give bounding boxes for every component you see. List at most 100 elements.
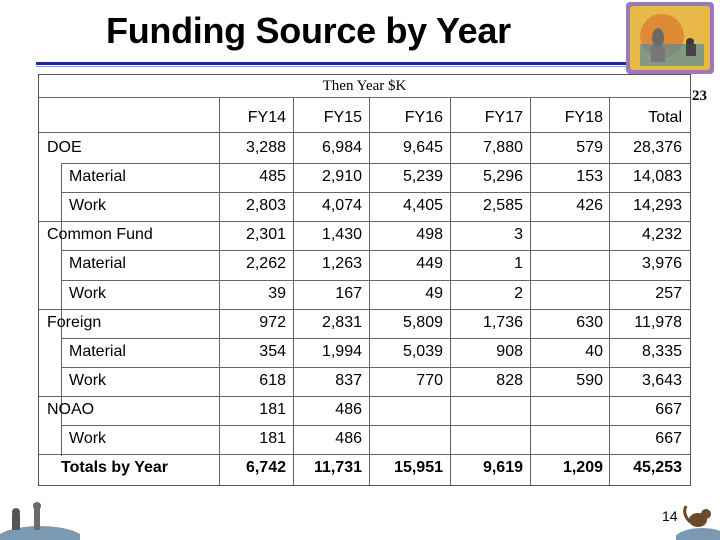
total-cell: 45,253 [633, 459, 682, 477]
table-cell: 2,910 [321, 168, 362, 186]
corner-decoration-right [676, 505, 720, 540]
sub-row-label: Material [69, 255, 126, 273]
row-label: Common Fund [47, 226, 153, 244]
total-cell: 1,209 [562, 459, 603, 477]
energy-logo-image [626, 2, 714, 74]
table-cell: 6,984 [321, 139, 362, 156]
row-rule [39, 221, 690, 223]
table-cell: 498 [416, 226, 443, 244]
table-cell: 5,039 [402, 342, 443, 360]
row-rule [61, 279, 690, 281]
table-cell: 354 [259, 342, 286, 360]
column-divider [219, 97, 220, 485]
table-cell: 2,803 [245, 197, 286, 215]
column-divider [369, 97, 370, 485]
table-cell: 667 [655, 430, 682, 447]
table-cell: 3,643 [641, 371, 682, 389]
title-underline-shadow [36, 66, 634, 67]
header-rule [39, 132, 690, 133]
table-cell: 181 [259, 400, 286, 418]
row-rule [61, 337, 690, 339]
table-cell: 579 [576, 139, 603, 156]
slide-number: 14 [662, 508, 678, 524]
table-cell: 4,405 [402, 197, 443, 215]
table-cell: 1,736 [482, 313, 523, 331]
table-cell: 908 [496, 342, 523, 360]
table-cell: 5,296 [482, 168, 523, 186]
table-cell: 837 [335, 371, 362, 389]
sub-row-label: Work [69, 371, 107, 389]
table-cell: 3,976 [641, 255, 682, 273]
table-cell: 828 [496, 371, 523, 389]
row-label: Foreign [47, 313, 102, 331]
table-cell: 449 [416, 255, 443, 273]
table-cell: 485 [259, 168, 286, 186]
sub-row-label: Work [69, 197, 107, 215]
reference-number: 23 [692, 88, 707, 104]
table-cell: 1,263 [321, 255, 362, 273]
table-cell: 8,335 [641, 342, 682, 360]
table-cell: 2,262 [245, 255, 286, 273]
column-header: FY18 [564, 109, 603, 126]
row-rule [39, 454, 690, 456]
table-cell: 486 [335, 400, 362, 418]
row-rule [61, 163, 690, 165]
table-cell: 4,074 [321, 197, 362, 215]
title-underline [36, 62, 634, 65]
table-cell: 49 [425, 284, 443, 302]
table-cell: 39 [268, 284, 286, 302]
row-label: NOAO [47, 400, 95, 418]
funding-table: Then Year $K FY14 FY15 FY16 FY17 FY18 Total DO… [38, 74, 691, 486]
table-cell: 630 [576, 313, 603, 331]
table-subheading: Then Year $K [322, 78, 407, 94]
totals-label: Totals by Year [61, 459, 169, 477]
column-header: FY15 [323, 109, 362, 126]
table-cell: 770 [416, 371, 443, 389]
table-cell: 972 [259, 313, 286, 331]
column-header: FY17 [484, 109, 523, 126]
row-rule [39, 395, 690, 397]
table-cell: 1,994 [321, 342, 362, 360]
table-cell: 181 [259, 430, 286, 447]
table-cell: 14,293 [633, 197, 682, 215]
table-top-rule [39, 97, 690, 98]
table-cell: 618 [259, 371, 286, 389]
column-divider [293, 97, 294, 485]
table-cell: 2 [514, 284, 523, 302]
column-divider [609, 97, 610, 485]
row-rule [61, 366, 690, 368]
table-cell: 3,288 [245, 139, 286, 156]
table-cell: 9,645 [402, 139, 443, 156]
row-rule [61, 192, 690, 194]
table-cell: 7,880 [482, 139, 523, 156]
column-header: Total [648, 109, 682, 126]
sub-row-label: Material [69, 342, 126, 360]
table-cell: 28,376 [633, 139, 682, 156]
sub-row-label: Work [69, 430, 107, 447]
table-cell: 257 [655, 284, 682, 302]
table-cell: 3 [514, 226, 523, 244]
table-cell: 486 [335, 430, 362, 447]
total-cell: 9,619 [482, 459, 523, 477]
table-cell: 2,831 [321, 313, 362, 331]
total-cell: 11,731 [313, 459, 362, 477]
sub-row-label: Work [69, 284, 107, 302]
page-title: Funding Source by Year [106, 10, 511, 51]
total-cell: 15,951 [394, 459, 443, 477]
row-rule [61, 425, 690, 426]
table-cell: 167 [335, 284, 362, 302]
table-cell: 2,301 [245, 226, 286, 244]
table-cell: 1 [514, 255, 523, 273]
row-rule [39, 308, 690, 310]
table-cell: 667 [655, 400, 682, 418]
table-cell: 5,809 [402, 313, 443, 331]
table-cell: 4,232 [641, 226, 682, 244]
column-header: FY14 [247, 109, 286, 126]
table-cell: 153 [576, 168, 603, 186]
indent-divider [61, 164, 62, 456]
table-cell: 5,239 [402, 168, 443, 186]
total-cell: 6,742 [245, 459, 286, 477]
sub-row-label: Material [69, 168, 126, 186]
table-cell: 1,430 [321, 226, 362, 244]
row-label: DOE [47, 139, 82, 156]
